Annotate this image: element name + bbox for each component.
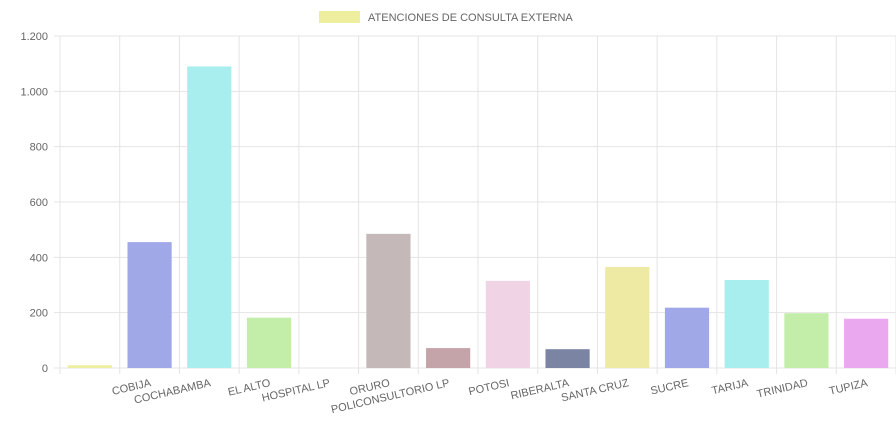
bar[interactable] bbox=[127, 242, 172, 368]
legend-swatch bbox=[319, 11, 360, 23]
bar[interactable] bbox=[545, 349, 590, 368]
bar[interactable] bbox=[426, 348, 471, 368]
y-tick-label: 600 bbox=[30, 197, 48, 209]
bar[interactable] bbox=[485, 280, 530, 368]
x-tick-label: SANTA CRUZ bbox=[560, 377, 630, 404]
x-tick-label: POTOSI bbox=[468, 377, 511, 398]
bar[interactable] bbox=[187, 66, 232, 368]
bar[interactable] bbox=[844, 318, 889, 368]
y-tick-label: 0 bbox=[42, 363, 48, 375]
x-tick-label: HOSPITAL LP bbox=[261, 377, 332, 404]
x-tick-label: TRINIDAD bbox=[756, 377, 809, 400]
bar[interactable] bbox=[246, 317, 292, 368]
chart-grid bbox=[54, 35, 896, 374]
x-tick-label: POLICONSULTORIO LP bbox=[330, 377, 451, 416]
y-tick-label: 400 bbox=[30, 252, 48, 264]
bar[interactable] bbox=[784, 313, 829, 368]
y-tick-label: 1.000 bbox=[20, 86, 48, 98]
x-tick-label: TARIJA bbox=[711, 377, 750, 397]
chart-bars bbox=[67, 66, 889, 368]
bar[interactable] bbox=[724, 280, 769, 368]
bar[interactable] bbox=[366, 233, 411, 368]
y-tick-label: 1.200 bbox=[20, 31, 48, 43]
chart-legend[interactable]: ATENCIONES DE CONSULTA EXTERNA bbox=[319, 11, 573, 24]
y-axis: 0 200 400 600 800 1.000 1.200 bbox=[20, 31, 48, 375]
x-tick-label: TUPIZA bbox=[828, 377, 869, 398]
bar[interactable] bbox=[605, 267, 650, 368]
bar[interactable] bbox=[664, 307, 710, 368]
legend-label: ATENCIONES DE CONSULTA EXTERNA bbox=[368, 12, 573, 24]
bar[interactable] bbox=[67, 365, 112, 368]
y-tick-label: 800 bbox=[30, 142, 48, 154]
y-tick-label: 200 bbox=[30, 308, 48, 320]
x-tick-label: SUCRE bbox=[649, 377, 689, 397]
